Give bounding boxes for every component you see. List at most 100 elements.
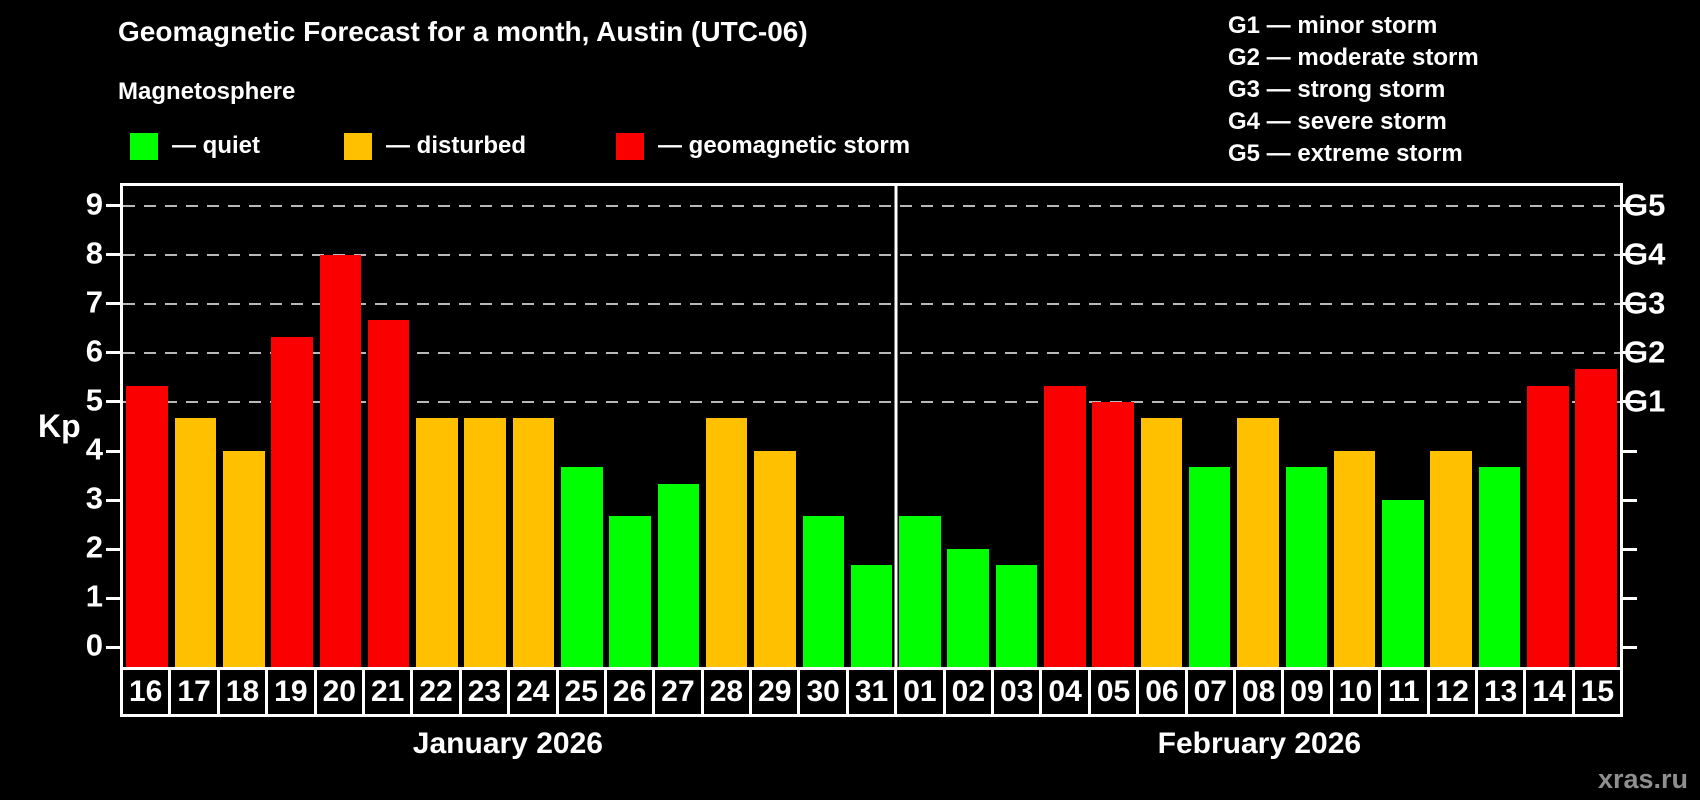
day-label: 10 (1332, 670, 1382, 714)
day-label: 08 (1235, 670, 1285, 714)
day-label: 03 (994, 670, 1043, 714)
kp-bar-february-03 (995, 565, 1038, 667)
month-separator-line (894, 186, 898, 667)
kp-bar-february-14 (1526, 385, 1569, 667)
bar-slot (751, 186, 799, 667)
kp-bar-january-31 (850, 565, 893, 667)
bar-slot (896, 186, 944, 667)
kp-bar-january-24 (512, 418, 555, 667)
kp-bar-february-08 (1237, 418, 1279, 667)
kp-bar-february-13 (1478, 467, 1521, 667)
bar-slot (1572, 186, 1620, 667)
right-axis-tick (1623, 351, 1637, 355)
bars-container (123, 186, 1620, 667)
left-axis-tick (106, 204, 120, 208)
kp-bar-january-25 (561, 467, 603, 667)
kp-bar-february-01 (899, 516, 941, 667)
day-label: 02 (945, 670, 995, 714)
bar-slot (220, 186, 268, 667)
bar-slot (799, 186, 847, 667)
kp-bar-january-29 (754, 451, 796, 667)
day-label: 20 (316, 670, 365, 714)
bar-slot (1282, 186, 1330, 667)
kp-bar-january-18 (222, 451, 265, 667)
day-label: 30 (800, 670, 849, 714)
day-label: 04 (1042, 670, 1091, 714)
gridline-kp9 (123, 204, 1620, 207)
left-axis-tick (106, 547, 120, 551)
gridline-kp5 (123, 400, 1620, 403)
right-axis-tick (1623, 449, 1637, 453)
day-label: 26 (606, 670, 656, 714)
kp-bar-february-11 (1382, 500, 1424, 667)
day-label: 21 (364, 670, 414, 714)
plot-area: 0 1 2 3 4 5 6 7 8 9 G1 G2 G3 G4 G5 (86, 183, 1665, 667)
kp-bar-january-22 (416, 418, 458, 667)
bar-slot (944, 186, 992, 667)
day-axis-row: 16 17 18 19 20 21 22 23 24 25 26 27 28 29 30 31 01 02 03 04… (120, 667, 1623, 717)
bar-slot (364, 186, 412, 667)
right-axis-tick (1623, 547, 1637, 551)
right-axis-tick (1623, 596, 1637, 600)
day-label: 15 (1574, 670, 1621, 714)
bar-slot (461, 186, 509, 667)
bar-slot (413, 186, 461, 667)
left-axis-tick (106, 498, 120, 502)
g-axis-label-g3: G3 (1624, 285, 1666, 321)
y-axis-title: Kp (38, 408, 81, 444)
gridline-kp8 (123, 253, 1620, 256)
y-tick-label: 7 (85, 284, 103, 320)
left-axis-tick (106, 351, 120, 355)
y-tick-label: 2 (85, 529, 103, 565)
bar-slot (654, 186, 702, 667)
bar-slot (992, 186, 1040, 667)
bar-slot (1041, 186, 1089, 667)
kp-bar-february-07 (1188, 467, 1231, 667)
day-label: 31 (848, 670, 898, 714)
y-tick-label: 8 (85, 235, 103, 271)
day-label: 12 (1429, 670, 1478, 714)
legend-item-quiet: — quiet (130, 132, 260, 160)
bar-slot (847, 186, 895, 667)
page-title: Geomagnetic Forecast for a month, Austin… (118, 16, 808, 47)
legend-item-label: — geomagnetic storm (658, 132, 911, 159)
bar-slot (1089, 186, 1137, 667)
month-labels-row: January 2026 February 2026 (120, 727, 1623, 761)
day-label: 14 (1526, 670, 1575, 714)
kp-bar-january-27 (657, 483, 700, 667)
kp-bar-january-28 (705, 418, 748, 667)
day-label: 18 (219, 670, 269, 714)
right-axis-tick (1623, 645, 1637, 649)
bar-slot (123, 186, 171, 667)
bar-slot (268, 186, 316, 667)
y-tick-label: 5 (85, 382, 103, 418)
g-scale-line: G5 — extreme storm (1228, 140, 1463, 167)
kp-bar-february-12 (1430, 451, 1472, 667)
bar-slot (1137, 186, 1185, 667)
bar-slot (509, 186, 557, 667)
day-label: 17 (171, 670, 220, 714)
left-axis-tick (106, 253, 120, 257)
kp-bar-february-05 (1092, 401, 1134, 667)
day-label: 28 (703, 670, 753, 714)
gridline-kp6 (123, 351, 1620, 354)
day-label: 24 (510, 670, 559, 714)
kp-bar-january-21 (367, 320, 410, 667)
left-axis-tick (106, 302, 120, 306)
y-tick-label: 4 (85, 431, 103, 467)
bar-slot (558, 186, 606, 667)
kp-bar-february-09 (1285, 467, 1328, 667)
gridline-kp7 (123, 302, 1620, 305)
g-axis-label-g4: G4 (1624, 235, 1666, 271)
kp-bar-february-04 (1044, 385, 1086, 667)
day-label: 25 (558, 670, 607, 714)
kp-bar-january-16 (126, 385, 168, 667)
g-scale-line: G3 — strong storm (1228, 76, 1446, 103)
bar-slot (606, 186, 654, 667)
kp-bar-january-23 (464, 418, 506, 667)
right-axis-tick (1623, 302, 1637, 306)
right-axis-tick (1623, 253, 1637, 257)
day-label: 07 (1187, 670, 1236, 714)
bar-slot (703, 186, 751, 667)
y-tick-label: 6 (85, 333, 103, 369)
